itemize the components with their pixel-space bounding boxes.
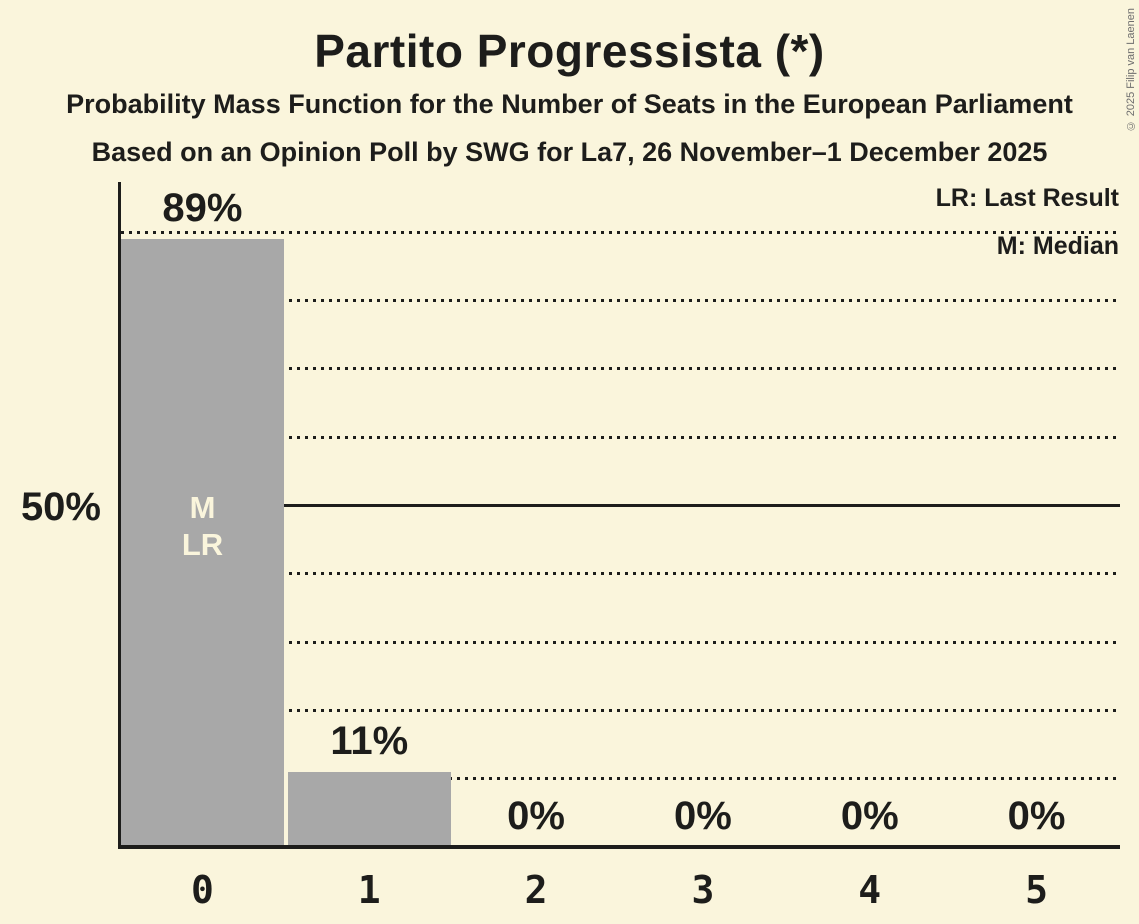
chart-title: Partito Progressista (*) [314,25,825,77]
value-label-seat-5: 0% [1007,794,1066,838]
chart-subtitle-line2: Based on an Opinion Poll by SWG for La7,… [91,137,1048,167]
x-axis-label-4: 4 [858,868,882,912]
value-label-seat-0: 89% [162,185,243,230]
last-result-marker: LR [181,527,224,562]
x-axis-label-1: 1 [357,868,381,912]
x-axis-line [118,845,1120,849]
gridline-10pct [121,777,1120,781]
value-label-seat-3: 0% [673,794,732,838]
chart-subtitle-line1: Probability Mass Function for the Number… [66,89,1073,119]
gridline-20pct [121,708,1120,712]
median-marker: M [189,490,216,525]
gridline-50pct [121,503,1120,507]
bar-seat-0 [121,238,284,847]
legend-last-result: LR: Last Result [935,184,1119,212]
value-label-seat-4: 0% [840,794,899,838]
x-axis-label-2: 2 [524,868,548,912]
y-axis-line [118,182,121,849]
gridline-80pct [121,298,1120,302]
x-axis-label-3: 3 [691,868,715,912]
value-label-seat-2: 0% [507,794,565,838]
gridline-90pct [121,230,1120,234]
bar-seat-1 [287,771,451,847]
x-axis-label-5: 5 [1025,868,1049,912]
gridline-30pct [121,640,1120,644]
legend-median: M: Median [996,232,1119,260]
gridline-60pct [121,435,1120,439]
x-axis-label-0: 0 [190,868,214,912]
value-label-seat-1: 11% [330,718,409,763]
gridline-40pct [121,572,1120,576]
bar-median-lastresult-annotation: M LR [121,489,284,563]
gridline-70pct [121,367,1120,371]
y-axis-tick-label: 50% [20,485,101,529]
